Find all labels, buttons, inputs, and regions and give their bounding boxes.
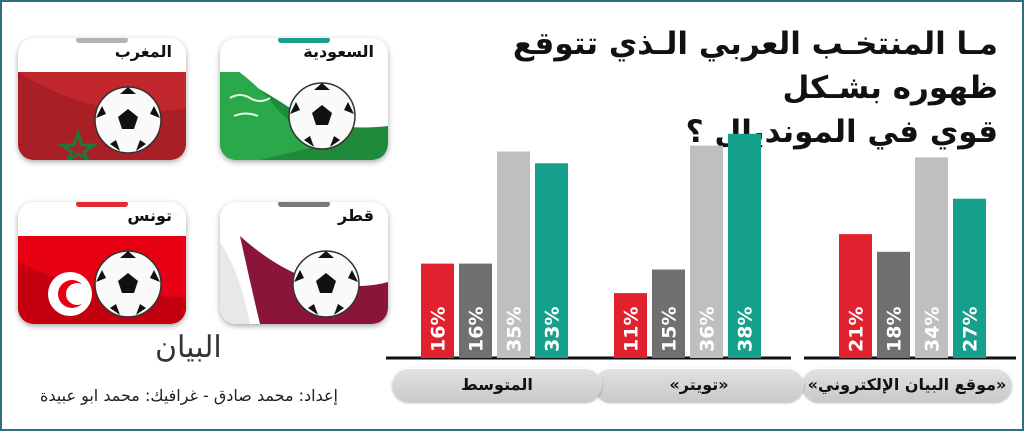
football-icon bbox=[94, 250, 162, 318]
bar-2-1 bbox=[459, 263, 492, 358]
flag-card-morocco: المغرب bbox=[18, 38, 186, 160]
flag-card-header bbox=[220, 202, 388, 236]
team-name: تونس bbox=[127, 206, 172, 225]
football-icon bbox=[292, 250, 360, 318]
bar-value-label: 36% bbox=[697, 307, 719, 352]
bar-2-3 bbox=[535, 163, 568, 358]
bar-value-label: 34% bbox=[922, 307, 944, 352]
bar-value-label: 33% bbox=[542, 307, 564, 352]
bar-value-label: 18% bbox=[884, 307, 906, 352]
flag-card-tab bbox=[278, 38, 330, 43]
flag-card-qatar: قطر bbox=[220, 202, 388, 324]
flag-card-header bbox=[220, 38, 388, 72]
bar-value-label: 16% bbox=[428, 307, 450, 352]
bar-value-label: 27% bbox=[960, 307, 982, 352]
bar-0-1 bbox=[877, 251, 910, 358]
flag-card-header bbox=[18, 38, 186, 72]
group-label: المتوسط bbox=[392, 368, 602, 402]
al-bayan-logo: البيان bbox=[155, 330, 222, 365]
team-name: قطر bbox=[337, 206, 374, 225]
flag-card-tab bbox=[76, 38, 128, 43]
bar-2-0 bbox=[421, 263, 454, 358]
football-icon bbox=[94, 86, 162, 154]
bar-1-2 bbox=[690, 145, 723, 358]
bar-0-0 bbox=[839, 234, 872, 358]
bar-value-label: 35% bbox=[504, 307, 526, 352]
title-line-1: مـا المنتخـب العربي الـذي تتوقع ظهوره بش… bbox=[512, 26, 998, 106]
group-label: «موقع البيان الإلكتروني» bbox=[802, 368, 1012, 402]
flag-card-tab bbox=[278, 202, 330, 207]
credit-line: إعداد: محمد صادق - غرافيك: محمد ابو عبيد… bbox=[40, 386, 338, 405]
bar-0-2 bbox=[915, 157, 948, 358]
bar-value-label: 16% bbox=[466, 307, 488, 352]
football-icon bbox=[288, 82, 356, 150]
flag-card-header bbox=[18, 202, 186, 236]
bar-value-label: 11% bbox=[621, 307, 643, 352]
bar-1-3 bbox=[728, 133, 761, 358]
bar-value-label: 21% bbox=[846, 307, 868, 352]
bar-2-2 bbox=[497, 151, 530, 358]
bar-value-label: 15% bbox=[659, 307, 681, 352]
bar-1-0 bbox=[614, 293, 647, 358]
flag-card-saudi: السعودية bbox=[220, 38, 388, 160]
group-label: «تويتر» bbox=[594, 368, 804, 402]
team-name: السعودية bbox=[303, 42, 374, 61]
bar-value-label: 38% bbox=[735, 307, 757, 352]
team-name: المغرب bbox=[114, 42, 172, 61]
flag-card-tab bbox=[76, 202, 128, 207]
bar-1-1 bbox=[652, 269, 685, 358]
flag-card-tunisia: تونس bbox=[18, 202, 186, 324]
bar-0-3 bbox=[953, 198, 986, 358]
